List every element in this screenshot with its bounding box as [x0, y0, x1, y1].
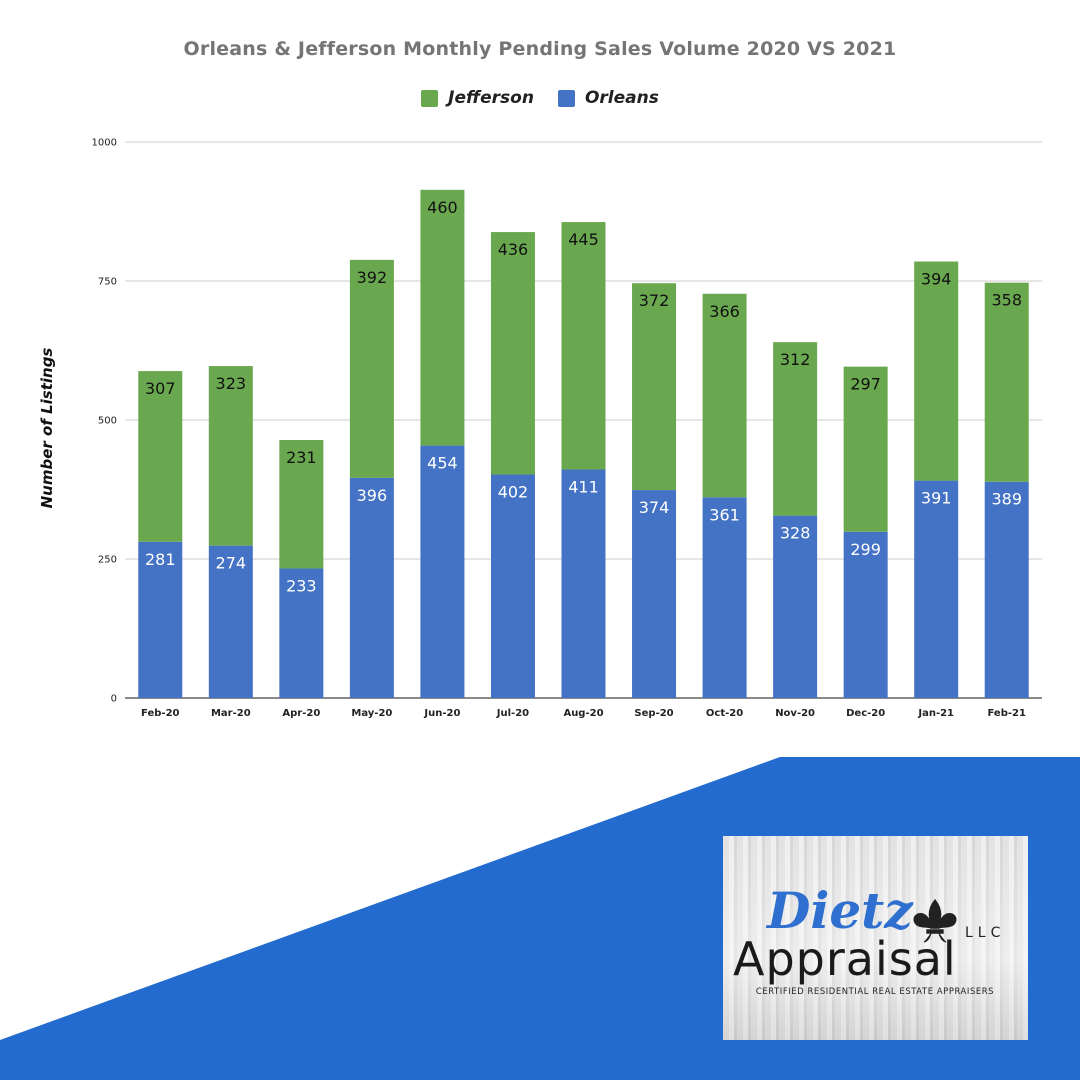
chart-title: Orleans & Jefferson Monthly Pending Sale…	[183, 38, 897, 60]
stacked-bar-chart: 0 250 500 750 1000 281 307 274 323 233 231 396 392 4…	[92, 138, 1042, 719]
legend-swatch-orleans	[557, 89, 575, 107]
bar-orleans	[349, 477, 394, 698]
x-axis-ticks: Feb-20 Mar-20 Apr-20 May-20 Jun-20 Jul-20 Aug-…	[141, 708, 1026, 719]
legend-label-jefferson: Jefferson	[448, 88, 534, 108]
bar-jefferson	[843, 366, 888, 532]
bar-jefferson	[138, 371, 183, 542]
data-label-orleans: 233	[286, 576, 317, 595]
data-label-orleans: 396	[357, 486, 388, 505]
logo-llc-text: LLC	[965, 925, 1005, 941]
x-tick-label: Feb-20	[141, 708, 179, 719]
logo-tagline-text: CERTIFIED RESIDENTIAL REAL ESTATE APPRAI…	[756, 986, 994, 996]
data-label-jefferson: 392	[357, 268, 388, 287]
x-tick-label: Dec-20	[846, 708, 885, 719]
legend-item-jefferson: Jefferson	[421, 88, 534, 108]
bar-jefferson	[914, 261, 959, 481]
bar-orleans	[138, 541, 183, 698]
bar-jefferson	[702, 293, 747, 498]
bar-orleans	[914, 480, 959, 698]
bar-jefferson	[561, 222, 606, 470]
chart-legend: Jefferson Orleans	[0, 88, 1080, 108]
logo-name-text: Appraisal	[733, 932, 957, 986]
bar-orleans	[773, 515, 818, 698]
bar-orleans	[632, 490, 677, 698]
data-label-orleans: 299	[850, 540, 881, 559]
y-tick-label: 750	[98, 277, 117, 288]
bar-orleans	[984, 481, 1029, 698]
bar-jefferson	[349, 259, 394, 478]
bar-jefferson	[984, 282, 1029, 482]
bar-jefferson	[490, 232, 535, 475]
bar-orleans	[208, 545, 253, 698]
bar-jefferson	[279, 440, 324, 569]
data-label-orleans: 411	[568, 477, 599, 496]
data-label-jefferson: 436	[498, 240, 529, 259]
data-label-jefferson: 445	[568, 230, 599, 249]
x-tick-label: Apr-20	[282, 708, 320, 719]
y-tick-label: 1000	[92, 138, 117, 149]
bar-orleans	[561, 469, 606, 698]
data-label-jefferson: 460	[427, 198, 458, 217]
x-tick-label: Mar-20	[211, 708, 251, 719]
bar-jefferson	[632, 283, 677, 491]
data-label-jefferson: 312	[780, 350, 811, 369]
x-tick-label: Oct-20	[706, 708, 743, 719]
data-label-jefferson: 366	[709, 302, 740, 321]
data-label-orleans: 274	[216, 554, 247, 573]
bar-jefferson	[208, 366, 253, 546]
data-label-jefferson: 358	[991, 291, 1022, 310]
data-label-orleans: 361	[709, 505, 740, 524]
data-label-jefferson: 394	[921, 270, 952, 289]
data-label-orleans: 389	[991, 490, 1022, 509]
legend-swatch-jefferson	[421, 89, 439, 107]
data-label-jefferson: 323	[216, 374, 247, 393]
data-label-orleans: 281	[145, 550, 176, 569]
x-tick-label: Jul-20	[496, 708, 529, 719]
bar-jefferson	[420, 189, 465, 446]
data-label-jefferson: 307	[145, 379, 176, 398]
y-tick-label: 0	[111, 694, 117, 705]
data-label-jefferson: 297	[850, 375, 881, 394]
data-label-orleans: 454	[427, 454, 458, 473]
fleur-de-lis-icon	[913, 898, 957, 943]
data-label-orleans: 328	[780, 524, 811, 543]
x-tick-label: Nov-20	[775, 708, 815, 719]
bar-orleans	[420, 445, 465, 698]
x-tick-label: Aug-20	[563, 708, 603, 719]
bar-orleans	[702, 497, 747, 698]
x-tick-label: Sep-20	[634, 708, 673, 719]
x-tick-label: Jan-21	[917, 708, 954, 719]
logo-script-text: Dietz	[765, 881, 914, 940]
y-tick-label: 250	[98, 555, 117, 566]
bar-orleans	[279, 568, 324, 698]
data-label-orleans: 391	[921, 489, 952, 508]
data-label-jefferson: 372	[639, 291, 670, 310]
bar-jefferson	[773, 342, 818, 516]
bar-orleans	[490, 474, 535, 698]
data-label-orleans: 374	[639, 498, 670, 517]
y-tick-label: 500	[98, 416, 117, 427]
company-logo: Dietz LLC Appraisal CERTIFIED RESIDENTIA…	[723, 836, 1028, 1040]
data-label-jefferson: 231	[286, 448, 317, 467]
data-label-orleans: 402	[498, 482, 529, 501]
x-tick-label: Jun-20	[423, 708, 460, 719]
legend-item-orleans: Orleans	[557, 88, 659, 108]
x-tick-label: Feb-21	[988, 708, 1026, 719]
bar-orleans	[843, 531, 888, 698]
legend-label-orleans: Orleans	[584, 88, 659, 108]
x-tick-label: May-20	[351, 708, 392, 719]
bars: 281 307 274 323 233 231 396 392 454 460 402 436 411 4…	[138, 189, 1029, 698]
y-axis-ticks: 0 250 500 750 1000	[92, 138, 117, 705]
